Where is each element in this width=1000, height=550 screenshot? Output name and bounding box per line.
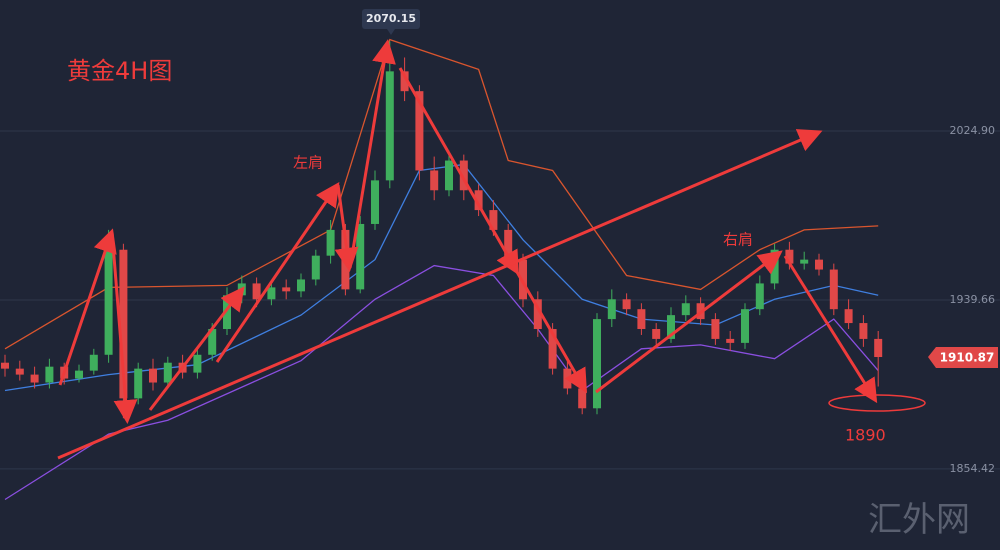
candle-body <box>533 299 542 330</box>
price-tag: 1910.87 <box>928 347 998 368</box>
candle-body <box>652 329 661 339</box>
candle-body <box>622 299 631 310</box>
chart-title: 黄金4H图 <box>67 57 172 85</box>
candle-body <box>785 249 794 264</box>
candle-body <box>134 368 143 399</box>
y-tick-label: 1854.42 <box>950 462 996 475</box>
max-tag-box <box>362 9 420 29</box>
candle-body <box>149 368 157 383</box>
candle-body <box>815 259 823 270</box>
candle-body <box>548 329 557 369</box>
candle-body <box>104 249 113 355</box>
candle-body <box>430 170 439 191</box>
candle-body <box>741 309 749 343</box>
candle-body <box>163 362 172 383</box>
candle-body <box>193 354 202 373</box>
candle-body <box>356 223 365 290</box>
trend-arrows <box>57 39 878 460</box>
candle-body <box>30 374 39 383</box>
candle-body <box>208 329 217 355</box>
annotation: 1890 <box>845 426 886 445</box>
band-line <box>4 38 879 350</box>
candle-body <box>874 338 883 358</box>
candle-body <box>563 368 572 389</box>
max-label: 2070.15 <box>366 12 416 25</box>
candle-body <box>89 354 98 371</box>
candle-body <box>252 283 261 300</box>
price-label: 1910.87 <box>940 351 995 365</box>
candle-body <box>371 180 379 224</box>
candle-body <box>326 229 335 256</box>
candle-body <box>711 319 720 339</box>
max-tag-pointer <box>387 29 395 35</box>
candle-body <box>859 323 868 339</box>
annotation: 左肩 <box>293 154 323 172</box>
candle-body <box>267 287 276 300</box>
candle-body <box>607 299 616 320</box>
candle-body <box>578 388 587 409</box>
candle-body <box>311 255 320 280</box>
candle-body <box>667 315 675 339</box>
candle-body <box>829 269 838 310</box>
price-tag-box <box>928 347 998 368</box>
y-tick-label: 2024.90 <box>950 124 996 137</box>
candle-body <box>489 210 498 230</box>
y-tick-label: 1939.66 <box>950 293 996 306</box>
band-line <box>4 264 879 501</box>
target-ellipse <box>828 394 926 412</box>
annotation: 右肩 <box>723 231 753 249</box>
candle-body <box>282 287 291 292</box>
watermark: 汇外网 <box>868 500 970 540</box>
candle-body <box>726 338 735 343</box>
candle-body <box>1 362 9 369</box>
candle-body <box>297 279 305 292</box>
candle-body <box>459 160 468 191</box>
candle-body <box>504 229 513 260</box>
candle-body <box>844 309 853 324</box>
candle-body <box>415 91 424 171</box>
candle-body <box>800 259 809 264</box>
candle-body <box>445 160 453 191</box>
candle-body <box>474 190 483 211</box>
max-tag: 2070.15 <box>362 9 420 35</box>
candle-body <box>755 283 764 310</box>
candle-body <box>385 71 394 181</box>
candle-body <box>681 303 690 316</box>
candle-body <box>15 368 24 375</box>
candle-body <box>45 366 54 383</box>
candle-body <box>75 370 83 379</box>
candle-body <box>637 309 646 330</box>
candle-body <box>400 71 409 92</box>
candle-body <box>593 319 601 409</box>
candle-body <box>119 249 128 399</box>
